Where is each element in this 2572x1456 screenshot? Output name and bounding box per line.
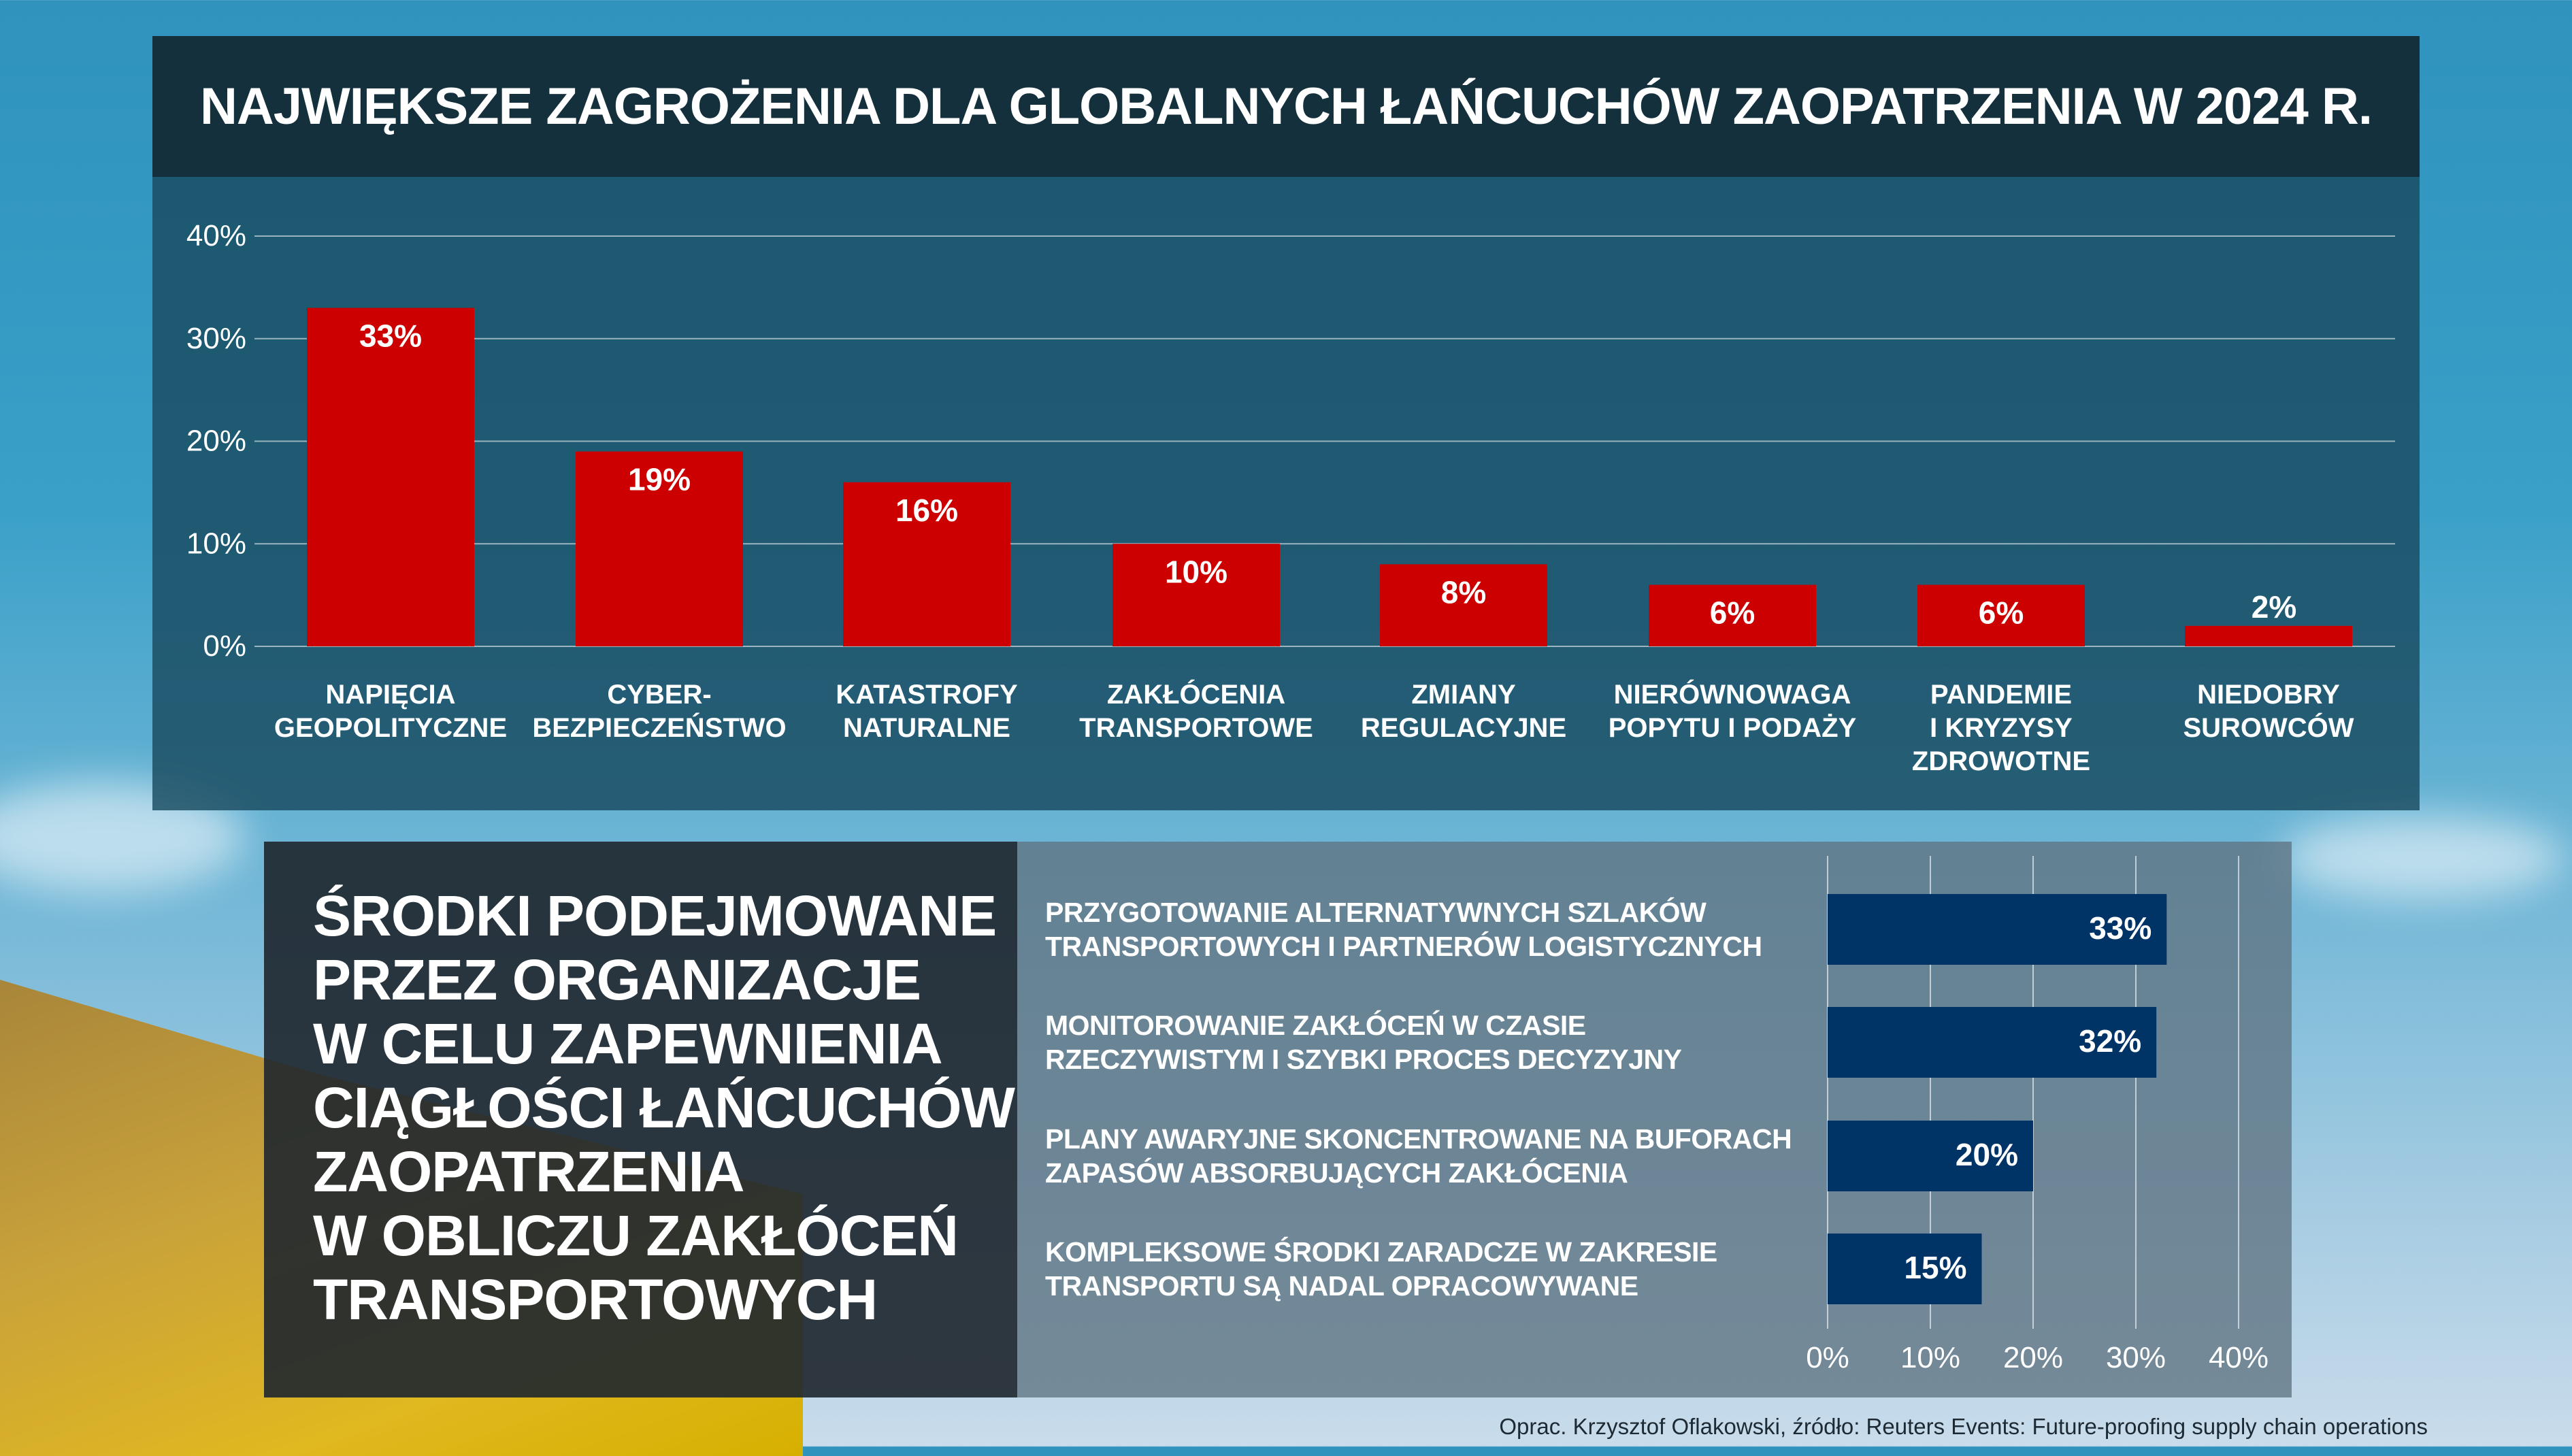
bar-value-label: 16% (895, 493, 958, 528)
x-tick-label: 10% (1900, 1341, 1960, 1374)
bar (1649, 584, 1816, 646)
x-tick-label: 30% (2106, 1341, 2166, 1374)
measure-label: PRZYGOTOWANIE ALTERNATYWNYCH SZLAKÓW TRA… (1045, 897, 1762, 962)
x-tick-label: 40% (2209, 1341, 2269, 1374)
bar-value-label: 32% (2079, 1023, 2141, 1059)
y-tick-label: 30% (186, 322, 246, 355)
bar (1917, 584, 2085, 646)
category-label: ZAKŁÓCENIA TRANSPORTOWE (1079, 680, 1313, 743)
bar-value-label: 33% (2089, 910, 2151, 946)
measures-bar-chart: 0% 10% 20% 30% 40% 33% 32% 20% 15% (1806, 856, 2269, 1374)
x-tick-label: 20% (2003, 1341, 2063, 1374)
category-label: NIEDOBRY SUROWCÓW (2183, 680, 2354, 743)
category-label: NIERÓWNOWAGA POPYTU I PODAŻY (1608, 680, 1857, 743)
measures-chart-panel: 0% 10% 20% 30% 40% 33% 32% 20% 15% PRZYGOTOWANIE… (1017, 842, 2292, 1397)
category-label: CYBER- BEZPIECZEŃSTWO (532, 680, 787, 743)
bar (1828, 894, 2167, 965)
background-cloud (2279, 816, 2565, 898)
bar-value-label: 6% (1979, 595, 2024, 631)
measures-title-panel: ŚRODKI PODEJMOWANE PRZEZ ORGANIZACJE W C… (264, 842, 1017, 1397)
bar (576, 451, 743, 646)
y-tick-label: 0% (203, 629, 246, 663)
bar-value-label: 33% (359, 318, 422, 354)
bar-value-label: 8% (1441, 574, 1486, 610)
category-label: ZMIANY REGULACYJNE (1360, 680, 1567, 743)
x-tick-label: 0% (1806, 1341, 1849, 1374)
bar-value-label: 19% (628, 462, 691, 497)
bar-value-label: 20% (1956, 1137, 2018, 1172)
category-label: KATASTROFY NATURALNE (836, 680, 1018, 743)
bar-value-label: 2% (2252, 589, 2296, 625)
bar (1112, 544, 1280, 646)
threats-chart-panel: NAJWIĘKSZE ZAGROŻENIA DLA GLOBALNYCH ŁAŃ… (152, 36, 2420, 810)
category-label: PANDEMIE I KRYZYSY ZDROWOTNE (1911, 680, 2091, 776)
bar (307, 308, 474, 646)
bar (1380, 564, 1547, 646)
bar (1828, 1234, 1982, 1304)
bar (1828, 1121, 2033, 1191)
source-footer: Oprac. Krzysztof Oflakowski, źródło: Reu… (1499, 1414, 2428, 1439)
title-bar: NAJWIĘKSZE ZAGROŻENIA DLA GLOBALNYCH ŁAŃ… (152, 36, 2420, 177)
measure-label: PLANY AWARYJNE SKONCENTROWANE NA BUFORAC… (1045, 1123, 1792, 1189)
bar-value-label: 10% (1165, 554, 1227, 589)
bar (2185, 625, 2352, 646)
bar-value-label: 6% (1710, 595, 1755, 631)
category-label: NAPIĘCIA GEOPOLITYCZNE (274, 680, 508, 743)
measure-label: MONITOROWANIE ZAKŁÓCEŃ W CZASIE RZECZYWI… (1045, 1010, 1682, 1075)
measure-label: KOMPLEKSOWE ŚRODKI ZARADCZE W ZAKRESIE T… (1045, 1236, 1717, 1302)
bar-value-label: 15% (1904, 1250, 1966, 1285)
threats-bar-chart: 0% 10% 20% 30% 40% 33% 19% 16% 10% 8% 6% 6% 2% (186, 219, 2395, 663)
y-tick-label: 10% (186, 527, 246, 560)
bar (843, 482, 1010, 646)
y-tick-label: 40% (186, 219, 246, 252)
chart-title: NAJWIĘKSZE ZAGROŻENIA DLA GLOBALNYCH ŁAŃ… (200, 78, 2373, 135)
y-tick-label: 20% (186, 425, 246, 458)
bar (1828, 1007, 2157, 1078)
measures-title: ŚRODKI PODEJMOWANE PRZEZ ORGANIZACJE W C… (313, 884, 1015, 1331)
